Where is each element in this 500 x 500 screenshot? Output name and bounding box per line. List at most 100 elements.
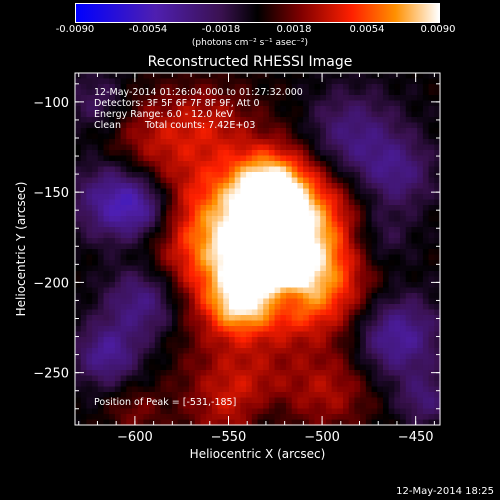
heatmap-cell [325, 150, 333, 157]
heatmap-cell [434, 287, 441, 294]
heatmap-cell [428, 397, 435, 404]
heatmap-cell [337, 337, 344, 344]
heatmap-cell [171, 188, 179, 195]
heatmap-cell [382, 375, 390, 382]
heatmap-cell [217, 161, 224, 168]
heatmap-cell [211, 249, 219, 256]
heatmap-cell [320, 100, 327, 107]
heatmap-cell [434, 353, 441, 360]
heatmap-cell [211, 293, 219, 300]
heatmap-cell [75, 139, 82, 146]
heatmap-cell [286, 265, 293, 272]
heatmap-cell [411, 221, 418, 228]
heatmap-cell [331, 403, 338, 410]
heatmap-cell [137, 370, 145, 377]
heatmap-cell [228, 348, 236, 355]
heatmap-cell [400, 210, 407, 217]
heatmap-cell [120, 188, 127, 195]
heatmap-cell [280, 73, 287, 80]
heatmap-cell [417, 139, 424, 146]
heatmap-cell [422, 381, 430, 388]
heatmap-cell [303, 216, 310, 223]
heatmap-cell [234, 188, 241, 195]
heatmap-cell [194, 117, 202, 124]
heatmap-cell [274, 315, 281, 322]
heatmap-cell [194, 419, 202, 426]
heatmap-cell [97, 128, 105, 135]
heatmap-cell [206, 216, 213, 223]
heatmap-cell [149, 183, 156, 190]
heatmap-cell [228, 205, 236, 212]
heatmap-cell [217, 326, 224, 333]
heatmap-cell [234, 73, 241, 80]
heatmap-cell [137, 139, 145, 146]
heatmap-cell [394, 89, 401, 96]
heatmap-cell [337, 315, 344, 322]
heatmap-cell [109, 298, 116, 305]
heatmap-cell [143, 331, 150, 338]
heatmap-cell [400, 326, 407, 333]
heatmap-cell [411, 326, 418, 333]
heatmap-cell [177, 183, 184, 190]
heatmap-cell [177, 331, 184, 338]
heatmap-cell [291, 227, 299, 234]
heatmap-cell [246, 370, 253, 377]
heatmap-cell [286, 133, 293, 140]
heatmap-cell [348, 364, 356, 371]
heatmap-cell [114, 95, 122, 102]
heatmap-cell [411, 117, 418, 124]
heatmap-cell [388, 249, 395, 256]
heatmap-cell [308, 287, 316, 294]
heatmap-cell [331, 194, 338, 201]
heatmap-cell [80, 271, 87, 278]
heatmap-cell [86, 337, 93, 344]
heatmap-cell [280, 381, 287, 388]
heatmap-cell [160, 150, 167, 157]
heatmap-cell [314, 205, 321, 212]
heatmap-cell [143, 139, 150, 146]
heatmap-cell [154, 183, 162, 190]
heatmap-cell [377, 210, 384, 217]
heatmap-cell [411, 293, 418, 300]
heatmap-cell [280, 271, 287, 278]
heatmap-cell [405, 397, 413, 404]
heatmap-cell [377, 408, 384, 415]
heatmap-cell [388, 155, 395, 162]
heatmap-cell [360, 166, 367, 173]
heatmap-cell [308, 254, 316, 261]
heatmap-cell [411, 298, 418, 305]
heatmap-cell [308, 386, 316, 393]
heatmap-cell [183, 260, 190, 267]
heatmap-cell [143, 414, 150, 421]
heatmap-cell [240, 210, 247, 217]
heatmap-cell [189, 155, 196, 162]
heatmap-cell [137, 243, 145, 250]
heatmap-cell [394, 287, 401, 294]
heatmap-cell [422, 177, 430, 184]
heatmap-cell [303, 414, 310, 421]
heatmap-cell [280, 276, 287, 283]
heatmap-cell [234, 117, 241, 124]
heatmap-cell [97, 188, 105, 195]
heatmap-cell [325, 183, 333, 190]
heatmap-cell [422, 397, 430, 404]
heatmap-cell [143, 353, 150, 360]
heatmap-cell [103, 276, 110, 283]
heatmap-cell [400, 249, 407, 256]
heatmap-cell [303, 337, 310, 344]
heatmap-cell [354, 100, 361, 107]
heatmap-cell [297, 205, 304, 212]
heatmap-cell [211, 386, 219, 393]
heatmap-cell [348, 298, 356, 305]
heatmap-cell [109, 320, 116, 327]
heatmap-cell [325, 249, 333, 256]
heatmap-cell [286, 353, 293, 360]
heatmap-cell [143, 304, 150, 311]
heatmap-cell [211, 370, 219, 377]
heatmap-cell [411, 84, 418, 91]
heatmap-cell [160, 315, 167, 322]
heatmap-cell [297, 139, 304, 146]
heatmap-cell [126, 150, 133, 157]
heatmap-cell [377, 304, 384, 311]
heatmap-cell [365, 249, 373, 256]
